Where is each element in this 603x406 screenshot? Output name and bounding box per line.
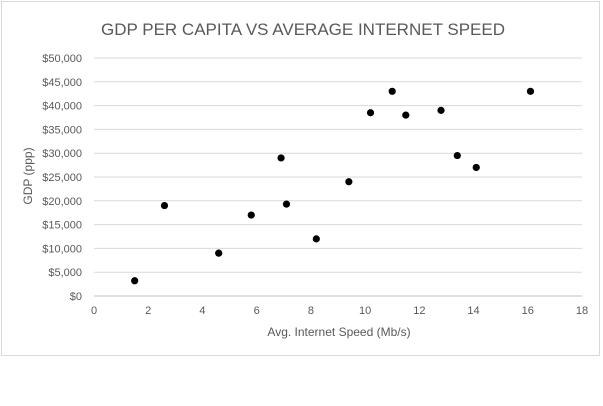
data-point [277, 154, 285, 162]
data-points [131, 87, 535, 285]
x-axis-ticks: 0 2 4 6 8 10 12 14 16 18 [91, 305, 588, 317]
data-point [526, 87, 535, 95]
x-tick-label: 12 [413, 305, 425, 317]
data-point [388, 87, 396, 95]
chart-title: GDP PER CAPITA VS AVERAGE INTERNET SPEED [101, 20, 505, 39]
y-tick-label: $50,000 [42, 53, 82, 65]
data-point [312, 235, 320, 243]
x-tick-label: 2 [145, 305, 151, 317]
x-tick-label: 16 [522, 305, 534, 317]
data-point [402, 111, 410, 119]
x-axis-title: Avg. Internet Speed (Mb/s) [267, 325, 410, 339]
data-point [437, 106, 445, 114]
y-axis-ticks: $0 $5,000 $10,000 $15,000 $20,000 $25,000 $30,… [42, 53, 82, 303]
x-tick-label: 8 [308, 305, 314, 317]
y-tick-label: $35,000 [42, 124, 82, 136]
x-tick-label: 14 [467, 305, 479, 317]
y-tick-label: $20,000 [42, 196, 82, 208]
y-tick-label: $15,000 [42, 220, 82, 232]
y-tick-label: $30,000 [42, 148, 82, 160]
y-tick-label: $0 [70, 291, 82, 303]
x-tick-label: 0 [91, 305, 97, 317]
y-tick-label: $10,000 [42, 243, 82, 255]
y-tick-label: $25,000 [42, 172, 82, 184]
data-point [160, 201, 169, 210]
data-point [366, 109, 375, 117]
gridlines [94, 57, 582, 297]
data-point [215, 249, 223, 257]
y-tick-label: $5,000 [48, 267, 82, 279]
data-point [453, 151, 461, 160]
x-tick-label: 6 [254, 305, 260, 317]
x-tick-label: 4 [199, 305, 205, 317]
x-tick-label: 18 [576, 305, 588, 317]
chart-frame: GDP PER CAPITA VS AVERAGE INTERNET SPEED… [1, 1, 600, 356]
data-point [282, 200, 291, 208]
data-point [472, 163, 480, 172]
data-point [247, 211, 255, 219]
data-point [345, 178, 353, 186]
scatter-chart: GDP PER CAPITA VS AVERAGE INTERNET SPEED… [21, 20, 588, 339]
data-point [131, 277, 139, 285]
x-tick-label: 10 [359, 305, 371, 317]
y-tick-label: $45,000 [42, 77, 82, 89]
y-axis-title: GDP (ppp) [21, 147, 35, 204]
y-tick-label: $40,000 [42, 101, 82, 113]
